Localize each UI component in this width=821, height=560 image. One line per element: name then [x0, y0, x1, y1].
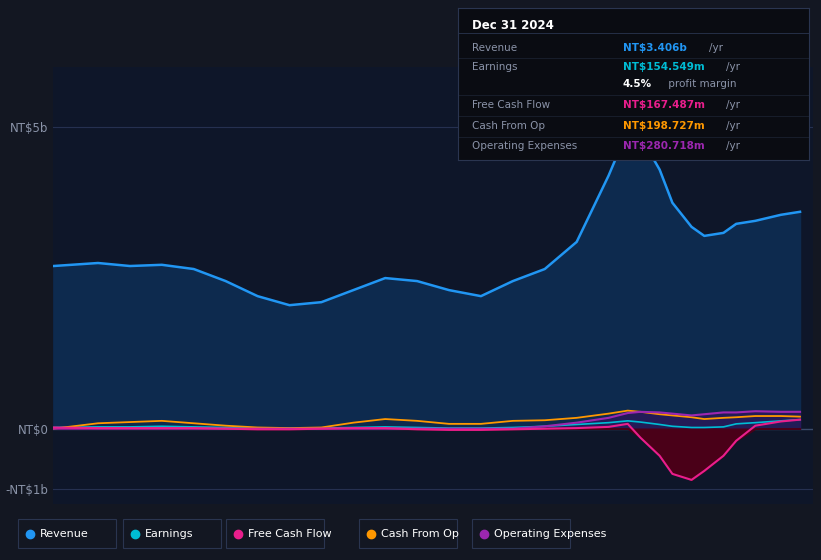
Text: Operating Expenses: Operating Expenses	[494, 529, 607, 539]
Text: Dec 31 2024: Dec 31 2024	[472, 19, 554, 32]
Text: NT$154.549m: NT$154.549m	[623, 62, 704, 72]
Text: /yr: /yr	[727, 141, 741, 151]
FancyBboxPatch shape	[226, 519, 324, 548]
Text: Operating Expenses: Operating Expenses	[472, 141, 577, 151]
Text: Cash From Op: Cash From Op	[472, 122, 545, 132]
Text: 4.5%: 4.5%	[623, 79, 652, 89]
Text: /yr: /yr	[727, 62, 741, 72]
Text: Cash From Op: Cash From Op	[381, 529, 459, 539]
FancyBboxPatch shape	[18, 519, 116, 548]
Text: /yr: /yr	[727, 100, 741, 110]
Text: NT$3.406b: NT$3.406b	[623, 43, 686, 53]
Text: /yr: /yr	[727, 122, 741, 132]
Text: NT$198.727m: NT$198.727m	[623, 122, 704, 132]
Text: Free Cash Flow: Free Cash Flow	[248, 529, 332, 539]
Text: /yr: /yr	[709, 43, 722, 53]
FancyBboxPatch shape	[123, 519, 221, 548]
Text: profit margin: profit margin	[665, 79, 736, 89]
Text: Earnings: Earnings	[145, 529, 194, 539]
Text: NT$280.718m: NT$280.718m	[623, 141, 704, 151]
FancyBboxPatch shape	[359, 519, 457, 548]
Text: NT$167.487m: NT$167.487m	[623, 100, 705, 110]
Text: Earnings: Earnings	[472, 62, 518, 72]
Text: Revenue: Revenue	[40, 529, 89, 539]
FancyBboxPatch shape	[472, 519, 570, 548]
Text: Revenue: Revenue	[472, 43, 517, 53]
Text: Free Cash Flow: Free Cash Flow	[472, 100, 550, 110]
